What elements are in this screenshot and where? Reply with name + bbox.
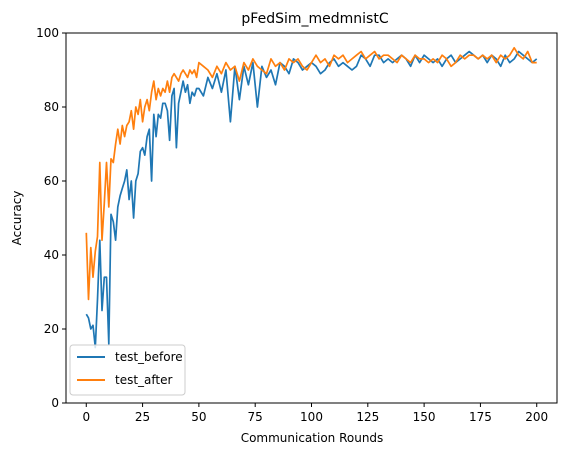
x-axis-label: Communication Rounds — [241, 431, 384, 445]
y-tick-label: 60 — [44, 174, 59, 188]
series-lines — [85, 46, 538, 349]
y-axis-label: Accuracy — [10, 191, 24, 246]
x-tick-label: 75 — [248, 410, 263, 424]
legend-label-test-after: test_after — [115, 373, 173, 387]
x-tick-label: 200 — [525, 410, 548, 424]
series-line-test-before — [85, 50, 538, 349]
y-tick-label: 0 — [51, 396, 59, 410]
axis-ticks: 0 25 50 75 100 125 150 175 200 0 20 40 60 80 100 — [36, 26, 548, 424]
x-tick-label: 175 — [469, 410, 492, 424]
y-tick-label: 80 — [44, 100, 59, 114]
x-tick-label: 125 — [356, 410, 379, 424]
y-tick-label: 20 — [44, 322, 59, 336]
x-tick-label: 100 — [300, 410, 323, 424]
legend: test_before test_after — [69, 344, 186, 396]
x-tick-label: 150 — [413, 410, 436, 424]
y-tick-label: 40 — [44, 248, 59, 262]
x-tick-label: 50 — [191, 410, 206, 424]
legend-label-test-before: test_before — [115, 350, 183, 364]
chart-title: pFedSim_medmnistC — [241, 11, 388, 27]
x-tick-label: 25 — [135, 410, 150, 424]
series-line-test-after — [85, 46, 537, 301]
x-tick-label: 0 — [82, 410, 90, 424]
y-tick-label: 100 — [36, 26, 59, 40]
